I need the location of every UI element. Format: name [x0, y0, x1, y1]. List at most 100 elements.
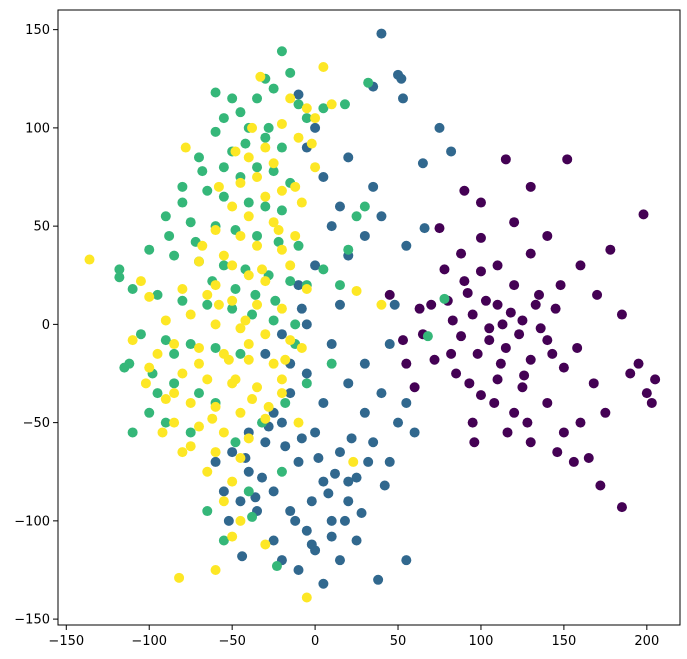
data-point-cluster-3-44 [202, 374, 213, 385]
data-point-cluster-3-42 [144, 362, 155, 373]
data-point-cluster-1-0 [376, 28, 387, 39]
data-point-cluster-0-66 [469, 437, 480, 448]
data-point-cluster-3-4 [276, 118, 287, 129]
data-point-cluster-2-41 [177, 295, 188, 306]
data-point-cluster-0-1 [475, 232, 486, 243]
data-point-cluster-3-85 [310, 162, 321, 173]
data-point-cluster-0-50 [446, 348, 457, 359]
data-point-cluster-2-23 [276, 205, 287, 216]
data-point-cluster-1-40 [293, 564, 304, 575]
data-point-cluster-2-101 [439, 293, 450, 304]
data-point-cluster-0-68 [552, 447, 563, 458]
data-point-cluster-1-4 [293, 89, 304, 100]
data-point-cluster-0-36 [592, 289, 603, 300]
data-point-cluster-0-38 [641, 388, 652, 399]
data-point-cluster-0-26 [467, 417, 478, 428]
data-point-cluster-2-67 [247, 511, 258, 522]
data-point-cluster-3-91 [213, 299, 224, 310]
data-point-cluster-0-59 [525, 181, 536, 192]
data-point-cluster-0-29 [583, 452, 594, 463]
y-tick-label: 50 [33, 220, 50, 235]
data-point-cluster-3-107 [213, 181, 224, 192]
data-point-cluster-3-34 [235, 323, 246, 334]
data-point-cluster-3-109 [247, 122, 258, 133]
data-point-cluster-2-71 [276, 466, 287, 477]
data-point-cluster-1-22 [343, 378, 354, 389]
data-point-cluster-2-62 [152, 388, 163, 399]
data-point-cluster-3-30 [276, 303, 287, 314]
data-point-cluster-0-67 [502, 427, 513, 438]
series-cluster-0 [384, 154, 661, 513]
data-point-cluster-3-46 [252, 382, 263, 393]
data-point-cluster-3-51 [235, 407, 246, 418]
data-point-cluster-2-28 [252, 230, 263, 241]
data-point-cluster-2-11 [276, 142, 287, 153]
data-point-cluster-0-69 [568, 456, 579, 467]
data-point-cluster-3-49 [185, 397, 196, 408]
data-point-cluster-2-82 [363, 77, 374, 88]
data-point-cluster-3-99 [376, 299, 387, 310]
data-point-cluster-0-35 [575, 260, 586, 271]
data-point-cluster-2-70 [243, 486, 254, 497]
data-point-cluster-3-24 [260, 276, 271, 287]
y-tick-label: 100 [25, 121, 50, 136]
data-point-cluster-1-14 [359, 230, 370, 241]
data-point-cluster-1-55 [368, 437, 379, 448]
data-point-cluster-0-52 [456, 248, 467, 259]
data-point-cluster-2-77 [334, 280, 345, 291]
data-point-cluster-1-59 [401, 397, 412, 408]
y-tick-label: −50 [23, 416, 50, 431]
data-point-cluster-3-67 [174, 572, 185, 583]
data-point-cluster-1-58 [401, 555, 412, 566]
data-point-cluster-2-72 [230, 437, 241, 448]
data-point-cluster-1-67 [417, 158, 428, 169]
data-point-cluster-0-5 [459, 276, 470, 287]
data-point-cluster-0-78 [414, 303, 425, 314]
data-point-cluster-2-40 [152, 289, 163, 300]
data-point-cluster-3-74 [157, 427, 168, 438]
data-point-cluster-3-108 [230, 146, 241, 157]
data-point-cluster-1-35 [326, 515, 337, 526]
data-point-cluster-3-2 [301, 103, 312, 114]
data-point-cluster-0-82 [625, 368, 636, 379]
data-point-cluster-3-76 [169, 388, 180, 399]
data-point-cluster-3-18 [252, 240, 263, 251]
data-point-cluster-1-56 [384, 456, 395, 467]
data-point-cluster-0-28 [525, 437, 536, 448]
data-point-cluster-0-54 [572, 342, 583, 353]
data-point-cluster-2-20 [218, 191, 229, 202]
data-point-cluster-0-74 [530, 299, 541, 310]
data-point-cluster-2-14 [252, 162, 263, 173]
data-point-cluster-1-25 [276, 417, 287, 428]
x-tick-label: 150 [551, 634, 576, 649]
data-point-cluster-1-10 [368, 181, 379, 192]
data-point-cluster-1-16 [310, 260, 321, 271]
data-point-cluster-0-60 [500, 154, 511, 165]
data-point-cluster-0-53 [555, 280, 566, 291]
data-point-cluster-2-32 [169, 250, 180, 261]
data-point-cluster-1-75 [323, 488, 334, 499]
data-point-cluster-0-12 [517, 315, 528, 326]
data-point-cluster-2-56 [144, 407, 155, 418]
data-point-cluster-0-41 [575, 417, 586, 428]
data-point-cluster-3-92 [230, 374, 241, 385]
data-point-cluster-2-49 [185, 339, 196, 350]
data-point-cluster-1-68 [260, 348, 271, 359]
data-point-cluster-0-7 [534, 289, 545, 300]
data-point-cluster-3-77 [193, 358, 204, 369]
data-point-cluster-3-10 [235, 177, 246, 188]
data-point-cluster-1-37 [351, 535, 362, 546]
data-point-cluster-3-53 [169, 417, 180, 428]
data-point-cluster-2-57 [160, 417, 171, 428]
data-point-cluster-1-62 [389, 299, 400, 310]
data-point-cluster-0-21 [492, 374, 503, 385]
data-point-cluster-1-23 [318, 397, 329, 408]
data-point-cluster-0-63 [509, 217, 520, 228]
data-point-cluster-1-28 [334, 447, 345, 458]
data-point-cluster-1-11 [334, 201, 345, 212]
data-point-cluster-1-32 [268, 486, 279, 497]
data-point-cluster-2-50 [210, 342, 221, 353]
data-point-cluster-2-86 [227, 93, 238, 104]
data-point-cluster-1-20 [326, 339, 337, 350]
